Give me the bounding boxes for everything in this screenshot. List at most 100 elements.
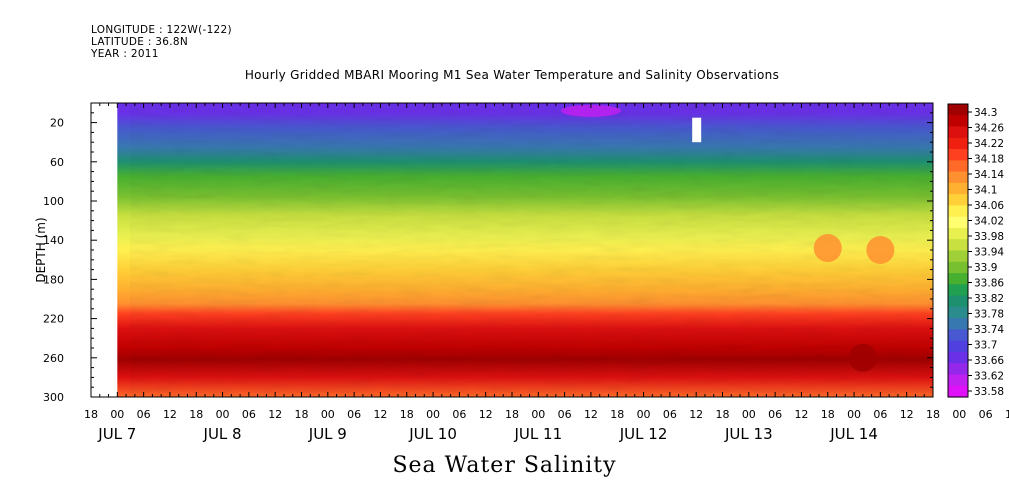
x-hour-label: 00 [847, 408, 861, 421]
colorbar-label: 34.26 [974, 123, 1004, 135]
colorbar-swatch [948, 182, 968, 195]
x-hour-label: 06 [768, 408, 782, 421]
colorbar-label: 34.18 [974, 154, 1004, 166]
x-hour-label: 06 [137, 408, 151, 421]
x-date-label: JUL 10 [408, 425, 457, 443]
x-hour-label: 18 [610, 408, 624, 421]
x-hour-label: 18 [926, 408, 940, 421]
x-hour-label: 06 [452, 408, 466, 421]
colorbar-swatch [948, 149, 968, 161]
x-hour-label: 12 [268, 408, 282, 421]
heatmap-layer [117, 103, 933, 397]
x-date-label: JUL 14 [829, 425, 878, 443]
y-tick-label: 180 [43, 273, 64, 286]
colorbar-swatch [948, 250, 968, 263]
x-hour-label: 12 [1005, 408, 1009, 421]
y-tick-label: 60 [50, 156, 64, 169]
x-hour-label: 18 [505, 408, 519, 421]
colorbar-label: 33.66 [974, 355, 1004, 367]
x-axis: 18 00 06 12 18 00 06 12 18 00 06 12 18 00 06 12 18 00 06 12… [84, 103, 1009, 443]
colorbar-swatch [948, 205, 968, 218]
x-hour-label: 12 [163, 408, 177, 421]
x-hour-label: 00 [321, 408, 335, 421]
colorbar-label: 33.62 [974, 371, 1004, 383]
colorbar-swatch [948, 306, 968, 319]
x-hour-label: 06 [873, 408, 887, 421]
colorbar-label: 33.78 [974, 309, 1004, 321]
x-hour-label: 18 [821, 408, 835, 421]
colorbar-swatch [948, 374, 968, 387]
x-hour-label: 12 [584, 408, 598, 421]
x-hour-label: 00 [637, 408, 651, 421]
colorbar-label: 34.14 [974, 169, 1004, 181]
x-hour-label: 00 [742, 408, 756, 421]
colorbar-label: 33.82 [974, 293, 1004, 305]
colorbar-swatch [948, 104, 968, 116]
colorbar-swatch [948, 295, 968, 308]
colorbar-label: 34.3 [974, 107, 997, 119]
x-hour-label: 18 [716, 408, 730, 421]
x-hour-label: 00 [952, 408, 966, 421]
x-date-label: JUL 12 [619, 425, 668, 443]
longitude-label: LONGITUDE : 122W(-122) [91, 24, 232, 36]
x-hour-label: 18 [400, 408, 414, 421]
colorbar-swatch [948, 115, 968, 128]
x-hour-label: 12 [373, 408, 387, 421]
colorbar-label: 33.9 [974, 262, 997, 274]
y-tick-label: 100 [43, 195, 64, 208]
colorbar-label: 33.74 [974, 324, 1004, 336]
colorbar-label: 34.06 [974, 200, 1004, 212]
y-tick-label: 140 [43, 234, 64, 247]
colorbar-swatch [948, 171, 968, 184]
x-date-label: JUL 8 [203, 425, 242, 443]
chart-title: Hourly Gridded MBARI Mooring M1 Sea Wate… [244, 68, 780, 82]
variable-caption: Sea Water Salinity [392, 453, 617, 478]
colorbar-swatch [948, 227, 968, 240]
x-hour-label: 18 [295, 408, 309, 421]
x-hour-label: 00 [216, 408, 230, 421]
x-date-label: JUL 7 [97, 425, 136, 443]
colorbar-swatch [948, 329, 968, 342]
x-hour-label: 06 [558, 408, 572, 421]
colorbar-swatch [948, 318, 968, 330]
x-hour-label: 12 [689, 408, 703, 421]
y-tick-label: 20 [50, 117, 64, 130]
x-hour-label: 06 [663, 408, 677, 421]
colorbar-swatch [948, 273, 968, 285]
colorbar: 34.3 34.26 34.22 34.18 34.14 34.1 34.06 34.02 33… [947, 103, 1004, 398]
feature-3 [866, 236, 895, 264]
x-date-label: JUL 11 [514, 425, 563, 443]
x-hour-label: 18 [84, 408, 98, 421]
colorbar-swatch [948, 137, 968, 150]
year-label: YEAR : 2011 [91, 48, 159, 60]
y-tick-label: 260 [43, 352, 64, 365]
x-hour-label: 06 [242, 408, 256, 421]
colorbar-swatch [948, 351, 968, 364]
colorbar-label: 33.58 [974, 386, 1004, 398]
x-date-label: JUL 13 [724, 425, 773, 443]
colorbar-label: 34.22 [974, 138, 1004, 150]
colorbar-label: 34.02 [974, 216, 1004, 228]
metadata-block: LONGITUDE : 122W(-122) LATITUDE : 36.8N … [91, 24, 232, 60]
x-hour-label: 00 [110, 408, 124, 421]
colorbar-swatch [948, 194, 968, 207]
colorbar-label: 33.86 [974, 278, 1004, 290]
x-hour-label: 12 [794, 408, 808, 421]
x-hour-label: 12 [479, 408, 493, 421]
colorbar-swatch [948, 363, 968, 376]
missing-data-gap [692, 117, 702, 143]
feature-0 [560, 104, 621, 117]
colorbar-swatch [948, 216, 968, 229]
x-hour-label: 00 [531, 408, 545, 421]
colorbar-swatch [948, 239, 968, 252]
x-hour-label: 12 [900, 408, 914, 421]
y-axis: 20 60 100 140 180 220 260 300 [43, 112, 933, 404]
colorbar-label: 33.7 [974, 340, 997, 352]
texture-overlay [130, 103, 933, 397]
x-hour-label: 00 [426, 408, 440, 421]
colorbar-label: 34.1 [974, 185, 997, 197]
colorbar-label: 33.98 [974, 231, 1004, 243]
y-axis-label: DEPTH (m) [34, 217, 48, 282]
y-tick-label: 300 [43, 391, 64, 404]
